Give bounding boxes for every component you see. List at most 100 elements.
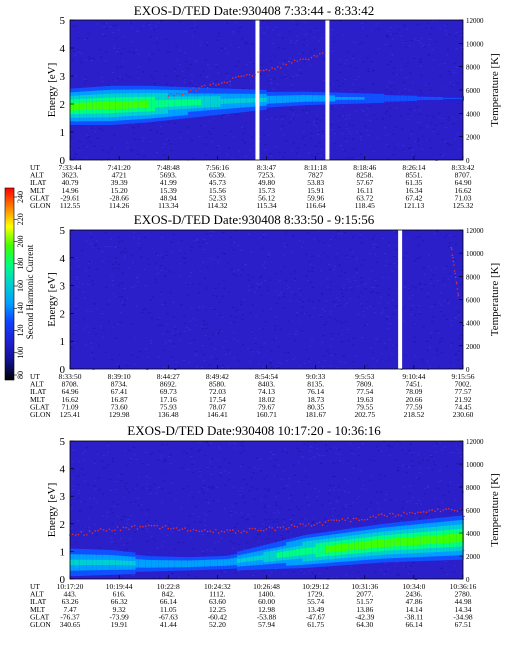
noise-speck	[296, 114, 299, 116]
noise-speck	[285, 279, 288, 281]
noise-speck	[443, 572, 446, 574]
noise-speck	[395, 107, 398, 109]
noise-speck	[153, 29, 156, 31]
noise-speck	[273, 475, 276, 477]
noise-speck	[285, 360, 288, 362]
noise-speck	[358, 236, 361, 238]
noise-speck	[217, 331, 220, 333]
noise-speck	[294, 357, 297, 359]
ephemeris-value: 15.56	[209, 186, 226, 195]
temperature-point	[159, 527, 161, 530]
noise-speck	[448, 242, 451, 244]
heatmap-cell	[302, 548, 307, 555]
heatmap-cell	[381, 539, 385, 548]
noise-speck	[376, 285, 379, 287]
noise-speck	[157, 22, 160, 24]
noise-speck	[400, 91, 403, 93]
noise-speck	[178, 64, 181, 66]
noise-speck	[346, 256, 349, 258]
ephemeris-value: 18.02	[258, 395, 275, 404]
noise-speck	[426, 115, 429, 117]
noise-speck	[318, 131, 321, 133]
noise-speck	[344, 506, 347, 508]
noise-speck	[387, 81, 390, 83]
noise-speck	[354, 268, 357, 270]
noise-speck	[242, 344, 245, 346]
noise-speck	[217, 32, 220, 34]
temperature-point	[274, 529, 276, 532]
heatmap-cell	[184, 99, 189, 106]
temperature-point	[448, 507, 450, 510]
ephemeris-value: 16.87	[111, 395, 128, 404]
temperature-point	[302, 58, 304, 60]
noise-speck	[336, 521, 339, 523]
noise-speck	[183, 78, 186, 80]
temperature-trace	[167, 52, 324, 97]
noise-speck	[352, 41, 355, 43]
temperature-point	[279, 67, 282, 69]
noise-speck	[117, 29, 120, 31]
noise-speck	[416, 106, 419, 108]
noise-speck	[121, 577, 124, 579]
noise-speck	[187, 574, 190, 576]
noise-speck	[266, 135, 269, 137]
noise-speck	[193, 240, 196, 242]
noise-speck	[114, 533, 117, 535]
heatmap-cell	[440, 534, 444, 544]
temperature-point	[344, 519, 346, 521]
noise-speck	[329, 484, 332, 486]
noise-speck	[333, 268, 336, 270]
noise-speck	[410, 40, 413, 42]
noise-speck	[435, 20, 438, 22]
temperature-point	[243, 75, 245, 77]
y2-axis-label: Temperature [K]	[489, 473, 501, 546]
noise-speck	[292, 109, 295, 111]
noise-speck	[122, 61, 125, 63]
noise-speck	[274, 496, 277, 498]
noise-speck	[193, 521, 196, 523]
noise-speck	[461, 269, 464, 271]
noise-speck	[169, 292, 172, 294]
noise-speck	[143, 268, 146, 270]
noise-speck	[186, 131, 189, 133]
noise-speck	[76, 475, 79, 477]
noise-speck	[207, 444, 210, 446]
noise-layer	[70, 230, 465, 370]
noise-speck	[360, 303, 363, 305]
noise-speck	[216, 486, 219, 488]
noise-speck	[72, 25, 75, 27]
noise-speck	[241, 463, 244, 465]
noise-speck	[348, 117, 351, 119]
temperature-point	[282, 525, 285, 528]
noise-speck	[405, 471, 408, 473]
noise-speck	[117, 48, 120, 50]
noise-speck	[304, 34, 307, 36]
heatmap-cell	[423, 535, 428, 545]
noise-speck	[329, 310, 332, 312]
heatmap-cell	[348, 97, 353, 100]
noise-speck	[383, 475, 386, 477]
noise-speck	[162, 461, 165, 463]
temperature-point	[327, 519, 330, 522]
noise-speck	[215, 358, 218, 360]
ephemeris-value: 5693.	[160, 171, 177, 180]
temperature-point	[203, 84, 206, 87]
noise-speck	[198, 270, 201, 272]
noise-speck	[74, 153, 77, 155]
noise-speck	[427, 83, 430, 85]
noise-speck	[186, 68, 189, 70]
noise-speck	[420, 288, 423, 290]
noise-speck	[371, 290, 374, 292]
noise-speck	[428, 38, 431, 40]
noise-speck	[236, 531, 239, 533]
noise-speck	[277, 294, 280, 296]
noise-speck	[264, 144, 267, 146]
ephemeris-value: 16.62	[455, 186, 472, 195]
noise-speck	[87, 127, 90, 129]
noise-speck	[259, 51, 262, 53]
heatmap-cell	[164, 562, 169, 566]
noise-speck	[404, 41, 407, 43]
noise-speck	[436, 230, 439, 232]
noise-speck	[184, 257, 187, 259]
noise-speck	[377, 47, 380, 49]
